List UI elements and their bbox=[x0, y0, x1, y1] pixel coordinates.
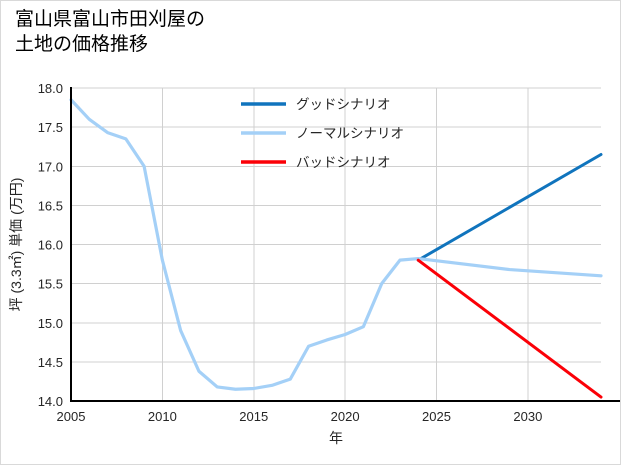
y-tick-label: 16.5 bbox=[38, 198, 63, 213]
y-axis-title: 坪 (3.3㎡) 単価 (万円) bbox=[8, 178, 24, 312]
x-tick-label: 2005 bbox=[57, 409, 86, 424]
x-tick-label: 2015 bbox=[239, 409, 268, 424]
series-line bbox=[416, 258, 603, 399]
x-tick-label: 2020 bbox=[331, 409, 360, 424]
y-tick-label: 14.5 bbox=[38, 355, 63, 370]
y-tick-label: 16.0 bbox=[38, 238, 63, 253]
page-title: 富山県富山市田刈屋の 土地の価格推移 bbox=[15, 9, 206, 55]
y-axis-tick-labels: 14.0 14.5 15.0 15.5 16.0 16.5 17.0 17.5 18.0 bbox=[38, 81, 63, 409]
x-axis-title: 年 bbox=[329, 430, 343, 446]
axis-lines bbox=[69, 87, 620, 403]
y-tick-label: 17.0 bbox=[38, 159, 63, 174]
legend-label: バッドシナリオ bbox=[296, 155, 391, 170]
x-tick-label: 2010 bbox=[148, 409, 177, 424]
y-tick-label: 15.0 bbox=[38, 316, 63, 331]
y-tick-label: 14.0 bbox=[38, 394, 63, 409]
series-line bbox=[416, 153, 603, 262]
y-tick-label: 18.0 bbox=[38, 81, 63, 96]
series-lines bbox=[69, 98, 603, 399]
x-axis-tick-labels: 2005 2010 2015 2020 2025 2030 bbox=[57, 409, 543, 424]
x-tick-label: 2025 bbox=[422, 409, 451, 424]
legend-label: ノーマルシナリオ bbox=[296, 126, 404, 141]
series-line bbox=[69, 98, 603, 391]
y-tick-label: 17.5 bbox=[38, 120, 63, 135]
y-tick-label: 15.5 bbox=[38, 277, 63, 292]
x-tick-label: 2030 bbox=[513, 409, 542, 424]
legend-label: グッドシナリオ bbox=[296, 97, 391, 112]
